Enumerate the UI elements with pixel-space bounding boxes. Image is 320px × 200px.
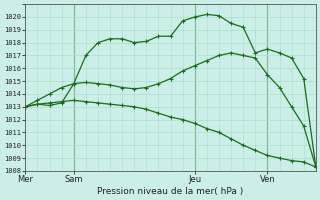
X-axis label: Pression niveau de la mer( hPa ): Pression niveau de la mer( hPa ) xyxy=(98,187,244,196)
